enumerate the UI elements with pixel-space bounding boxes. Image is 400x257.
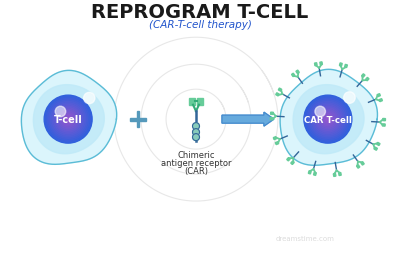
Circle shape [306, 97, 350, 142]
Polygon shape [270, 117, 273, 120]
Polygon shape [344, 64, 348, 68]
Circle shape [62, 113, 74, 125]
Circle shape [60, 111, 76, 127]
Polygon shape [333, 173, 336, 177]
Circle shape [322, 113, 334, 125]
Polygon shape [21, 70, 117, 164]
Circle shape [55, 106, 81, 132]
Polygon shape [377, 142, 380, 145]
Circle shape [310, 102, 346, 137]
Bar [197, 98, 203, 105]
Circle shape [50, 102, 86, 137]
Text: (CAR-T-cell therapy): (CAR-T-cell therapy) [148, 20, 252, 30]
Polygon shape [275, 142, 279, 145]
Polygon shape [362, 74, 365, 77]
Circle shape [320, 111, 336, 127]
Polygon shape [356, 165, 360, 168]
Circle shape [47, 98, 89, 140]
Circle shape [326, 117, 330, 121]
Bar [189, 98, 195, 105]
Circle shape [63, 114, 73, 124]
Polygon shape [374, 147, 378, 150]
Polygon shape [379, 99, 382, 102]
Circle shape [317, 108, 339, 130]
Circle shape [44, 95, 92, 143]
Bar [137, 111, 140, 127]
Polygon shape [377, 94, 380, 97]
Text: antigen receptor: antigen receptor [161, 159, 231, 168]
Circle shape [309, 100, 347, 138]
Polygon shape [293, 85, 364, 154]
Circle shape [315, 106, 326, 117]
Circle shape [307, 98, 349, 140]
Polygon shape [361, 162, 364, 165]
Circle shape [66, 117, 70, 121]
Circle shape [304, 95, 352, 143]
Circle shape [57, 108, 79, 130]
Text: Chimeric: Chimeric [177, 151, 215, 160]
Polygon shape [270, 112, 273, 114]
Polygon shape [33, 85, 104, 154]
Circle shape [314, 105, 342, 134]
Polygon shape [314, 63, 317, 66]
Circle shape [318, 109, 338, 129]
Circle shape [49, 100, 87, 138]
Text: T-cell: T-cell [54, 115, 82, 125]
Text: CAR T-cell: CAR T-cell [304, 116, 352, 125]
Circle shape [65, 116, 71, 122]
Circle shape [312, 103, 344, 135]
Circle shape [325, 116, 331, 122]
Polygon shape [314, 172, 316, 176]
Polygon shape [292, 73, 295, 77]
Circle shape [315, 106, 341, 132]
Polygon shape [287, 158, 290, 161]
Circle shape [192, 134, 200, 141]
Polygon shape [320, 62, 322, 65]
Circle shape [192, 129, 200, 136]
Polygon shape [308, 171, 311, 174]
Polygon shape [340, 63, 342, 66]
Text: dreamstime.com: dreamstime.com [276, 236, 334, 242]
Circle shape [52, 103, 84, 135]
Polygon shape [366, 77, 369, 81]
Circle shape [323, 114, 333, 124]
Circle shape [84, 92, 95, 104]
Text: (CAR): (CAR) [184, 167, 208, 176]
Polygon shape [296, 70, 299, 74]
FancyArrow shape [222, 112, 274, 126]
Circle shape [192, 123, 200, 130]
Polygon shape [278, 88, 282, 91]
Circle shape [54, 105, 82, 134]
Text: REPROGRAM T-CELL: REPROGRAM T-CELL [91, 3, 309, 22]
Polygon shape [382, 124, 385, 126]
Circle shape [55, 106, 66, 117]
Polygon shape [383, 118, 386, 121]
Polygon shape [291, 161, 294, 164]
Circle shape [344, 92, 355, 103]
Circle shape [58, 109, 78, 129]
Polygon shape [273, 137, 277, 140]
Circle shape [46, 97, 90, 142]
Polygon shape [280, 69, 378, 165]
Polygon shape [339, 172, 341, 176]
Bar [130, 118, 146, 121]
Polygon shape [276, 93, 279, 96]
